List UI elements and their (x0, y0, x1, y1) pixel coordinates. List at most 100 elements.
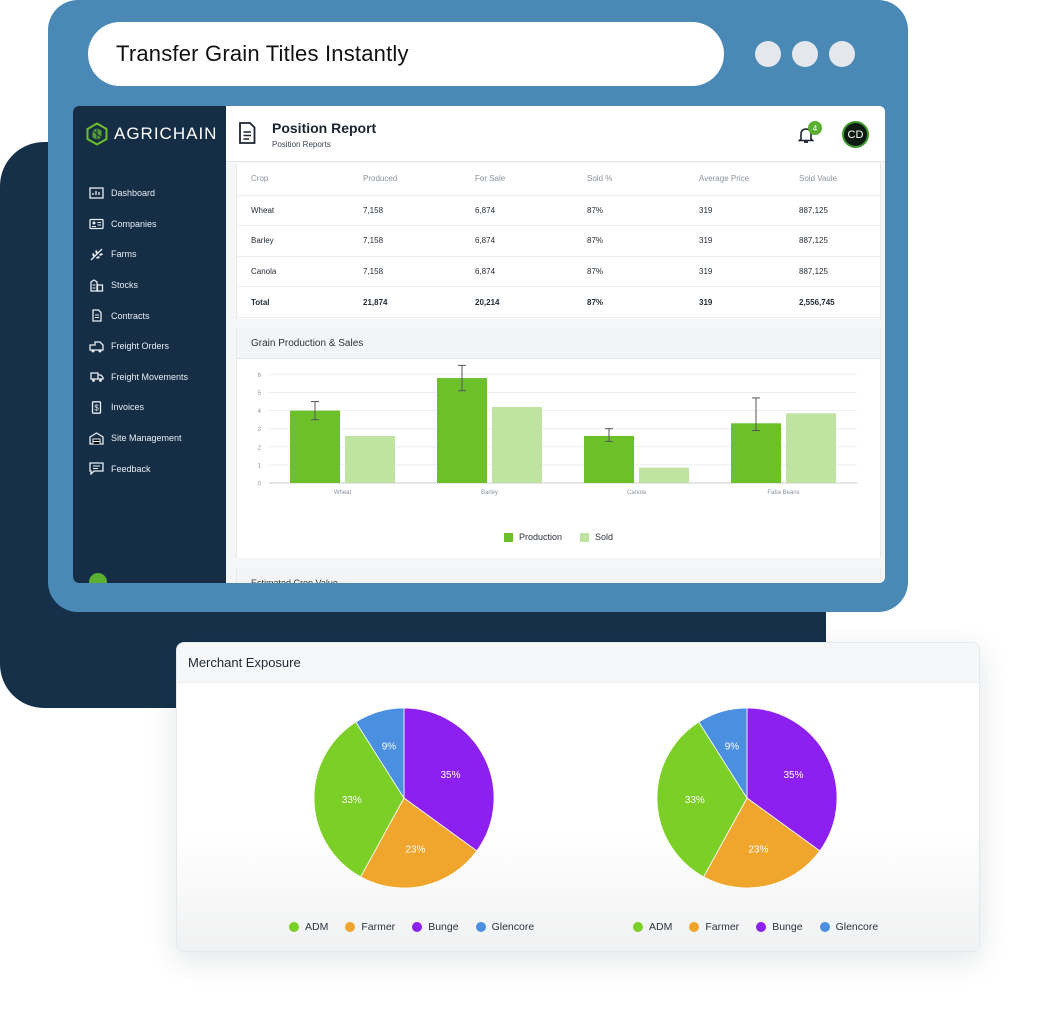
legend-label: Sold (595, 532, 614, 542)
dashboard-icon (89, 187, 104, 200)
x-tick-label: Barley (481, 490, 498, 496)
legend-glencore[interactable]: Glencore (819, 921, 879, 933)
production-chart-title: Grain Production & Sales (237, 328, 880, 359)
merchant-pie-chart-2: 35% 23% 33% 9% (656, 707, 838, 889)
bunge-dot (412, 922, 423, 932)
bar-chart-legend: Production Sold (237, 532, 880, 542)
window-dot-3[interactable] (829, 41, 855, 67)
legend-bunge[interactable]: Bunge (756, 921, 803, 933)
sidebar-item-label: Dashboard (111, 188, 156, 199)
legend-adm[interactable]: ADM (289, 921, 328, 933)
sidebar-item-contracts[interactable]: Contracts (89, 300, 188, 331)
pie-legend-1: ADM Farmer Bunge Glencore (289, 921, 534, 933)
sidebar-item-feedback[interactable]: Feedback (89, 453, 188, 484)
bunge-dot (756, 922, 767, 932)
sidebar-item-invoices[interactable]: $ Invoices (89, 392, 188, 423)
logo-text: AGRICHAIN (114, 124, 218, 143)
table-cell: 7,158 (349, 256, 461, 288)
column-header[interactable]: Sold % (573, 163, 685, 196)
contracts-icon (89, 309, 104, 322)
address-bar[interactable]: Transfer Grain Titles Instantly (88, 22, 724, 86)
x-tick-label: Wheat (334, 490, 352, 496)
svg-text:$: $ (94, 403, 99, 412)
column-header[interactable]: Sold Vaule (785, 163, 880, 196)
table-total-row[interactable]: Total 21,874 20,214 87% 319 2,556,745 (237, 286, 880, 318)
table-cell: 887,125 (785, 256, 880, 288)
pie-slice-farmer (360, 797, 478, 889)
top-bar: Position Report Position Reports 4 CD (226, 106, 885, 162)
sidebar-status-badge[interactable] (89, 573, 107, 583)
pie-slice-label: 9% (725, 742, 740, 753)
legend-sold[interactable]: Sold (580, 532, 613, 542)
sidebar-item-label: Invoices (111, 402, 145, 413)
sidebar-item-freight-orders[interactable]: Freight Orders (89, 331, 188, 362)
y-tick-label: 2 (258, 445, 262, 451)
production-chart-card: Grain Production & Sales 0 1 2 3 4 5 6 Wheat Bar… (236, 328, 881, 558)
pie-slice-label: 23% (748, 844, 768, 855)
sidebar-item-stocks[interactable]: Stocks (89, 270, 188, 301)
table-cell: 7,158 (349, 195, 461, 227)
sidebar-item-site-management[interactable]: Site Management (89, 423, 188, 454)
bar-sold (492, 407, 542, 483)
column-header[interactable]: For Sale (461, 163, 573, 196)
sidebar-item-freight-movements[interactable]: Freight Movements (89, 362, 188, 393)
window-dot-2[interactable] (792, 41, 818, 67)
sidebar-item-label: Farms (111, 249, 137, 260)
table-cell: 887,125 (785, 225, 880, 257)
merchant-exposure-card: Merchant Exposure 35% 23% 33% 9% 35% 23% 33% 9… (176, 642, 980, 952)
bar-production (437, 378, 487, 483)
y-tick-label: 0 (258, 482, 262, 488)
column-header[interactable]: Crop (237, 163, 349, 196)
table-cell: 2,556,745 (785, 286, 880, 318)
position-table: Crop Produced For Sale Sold % Average Pr… (237, 163, 880, 318)
legend-label: Farmer (705, 921, 740, 933)
farmer-dot (345, 922, 356, 932)
merchant-pie-chart-1: 35% 23% 33% 9% (313, 707, 495, 889)
sidebar-item-label: Freight Orders (111, 341, 170, 352)
avatar[interactable]: CD (842, 121, 869, 148)
sidebar-item-label: Site Management (111, 433, 182, 444)
page-title: Position Report (272, 120, 377, 136)
merchant-exposure-title: Merchant Exposure (177, 643, 979, 683)
legend-farmer[interactable]: Farmer (689, 921, 739, 933)
pie-slice-label: 33% (342, 795, 362, 806)
window-dot-1[interactable] (755, 41, 781, 67)
address-text: Transfer Grain Titles Instantly (116, 41, 409, 66)
legend-label: Glencore (491, 921, 535, 933)
table-cell: 6,874 (461, 195, 573, 227)
legend-label: Glencore (835, 921, 879, 933)
production-bar-chart: 0 1 2 3 4 5 6 Wheat Barley Canola Faba Beans (258, 364, 857, 496)
pie-slice-farmer (703, 797, 821, 889)
legend-bunge[interactable]: Bunge (412, 921, 459, 933)
invoices-icon: $ (89, 401, 104, 414)
legend-glencore[interactable]: Glencore (475, 921, 535, 933)
app-screen: AGRICHAIN Dashboard Companies Farms Sto (73, 106, 885, 583)
sidebar-item-farms[interactable]: Farms (89, 239, 188, 270)
sidebar-item-label: Contracts (111, 310, 150, 321)
legend-farmer[interactable]: Farmer (345, 921, 395, 933)
sidebar-item-label: Stocks (111, 280, 139, 291)
y-tick-label: 1 (258, 463, 262, 469)
sidebar-item-dashboard[interactable]: Dashboard (89, 178, 188, 209)
legend-adm[interactable]: ADM (633, 921, 672, 933)
window-controls (755, 41, 855, 67)
breadcrumb[interactable]: Position Reports (272, 140, 331, 149)
farmer-dot (689, 922, 700, 932)
table-cell: Barley (237, 225, 349, 257)
browser-window: Transfer Grain Titles Instantly AGRICHAI… (48, 0, 908, 612)
pie-slice-adm (656, 721, 748, 878)
table-row[interactable]: Canola 7,158 6,874 87% 319 887,125 (237, 256, 880, 288)
legend-production[interactable]: Production (503, 532, 562, 542)
table-header-row: Crop Produced For Sale Sold % Average Pr… (237, 163, 880, 196)
pie-slice-adm (313, 721, 405, 878)
sidebar-item-companies[interactable]: Companies (89, 209, 188, 240)
column-header[interactable]: Produced (349, 163, 461, 196)
legend-label: Bunge (772, 921, 803, 933)
logo[interactable]: AGRICHAIN (85, 122, 217, 146)
table-cell: 87% (573, 286, 685, 318)
y-tick-label: 4 (258, 409, 262, 415)
table-row[interactable]: Wheat 7,158 6,874 87% 319 887,125 (237, 195, 880, 227)
column-header[interactable]: Average Price (685, 163, 785, 196)
table-row[interactable]: Barley 7,158 6,874 87% 319 887,125 (237, 225, 880, 257)
feedback-icon (89, 462, 104, 476)
